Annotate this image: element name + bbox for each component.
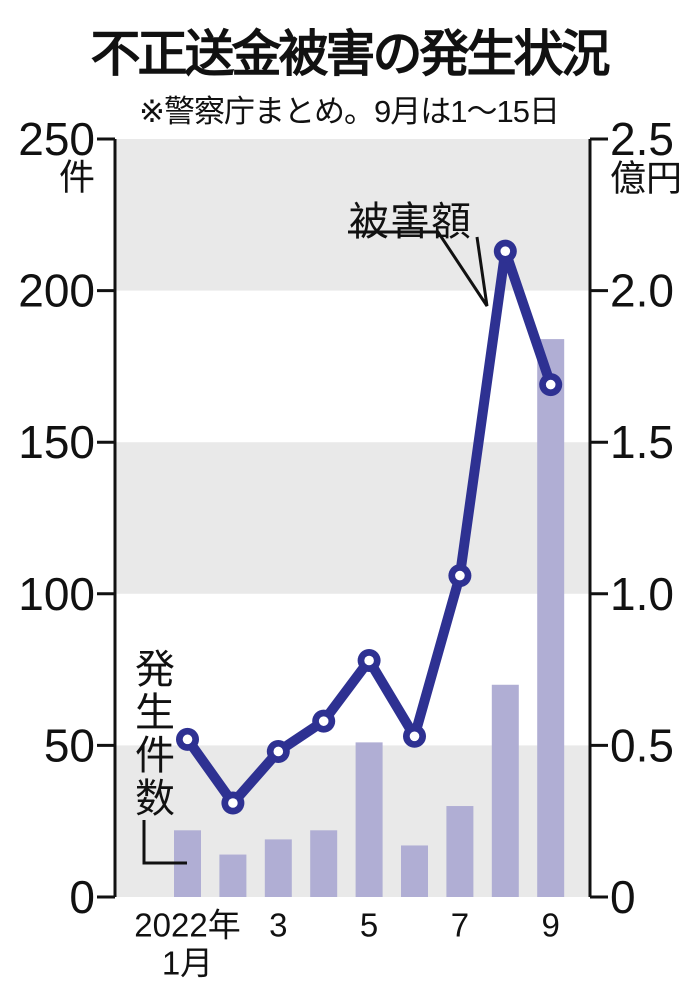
line-point-center — [182, 734, 193, 745]
bar-month-5 — [355, 742, 383, 897]
bar-month-7 — [446, 806, 474, 897]
case-count-pointer — [142, 820, 187, 865]
right-axis-tick-label: 1.5 — [610, 416, 674, 468]
right-axis-tick-label: 0.5 — [610, 719, 674, 771]
x-axis-label: 3 — [269, 907, 287, 944]
left-axis-tick-label: 50 — [44, 719, 95, 771]
line-point-center — [409, 731, 420, 742]
bar-month-6 — [401, 845, 428, 897]
right-axis-tick-label: 2.5 — [610, 113, 674, 165]
x-axis-label: 2022年 — [134, 907, 240, 944]
bar-month-9 — [537, 339, 565, 897]
chart-subtitle: ※警察庁まとめ。9月は1～15日 — [139, 94, 560, 129]
line-point-center — [273, 746, 284, 757]
right-axis-unit: 億円 — [610, 158, 682, 199]
damage-amount-label: 被害額 — [349, 200, 472, 244]
chart-title: 不正送金被害の発生状況 — [90, 26, 611, 82]
right-axis-tick-label: 2.0 — [610, 265, 674, 317]
bar-month-8 — [491, 684, 519, 897]
line-point-center — [455, 570, 465, 581]
left-axis-tick-label: 250 — [18, 113, 95, 165]
left-axis-tick-label: 0 — [69, 871, 95, 923]
grid-band — [115, 442, 590, 594]
left-axis-unit: 件 — [59, 157, 95, 198]
left-axis-tick-label: 150 — [18, 416, 95, 468]
right-axis-tick-label: 1.0 — [610, 568, 674, 620]
case-count-label: 発生件数 — [129, 648, 173, 820]
line-point-center — [364, 655, 374, 666]
damage-amount-pointer — [348, 230, 489, 307]
x-axis-label: 9 — [542, 907, 560, 944]
left-axis-tick-label: 200 — [18, 265, 95, 317]
bar-month-3 — [264, 839, 292, 897]
x-axis-label: 5 — [360, 907, 378, 944]
line-point-center — [545, 379, 556, 390]
line-point-center — [318, 716, 329, 726]
right-axis-tick-label: 0 — [610, 871, 636, 923]
left-axis-tick-label: 100 — [18, 568, 95, 620]
line-point-center — [228, 798, 238, 808]
line-point-center — [500, 246, 511, 256]
x-axis-sublabel: 1月 — [162, 945, 213, 982]
x-axis-label: 7 — [451, 907, 469, 944]
bar-month-2 — [219, 854, 247, 897]
bar-month-4 — [310, 830, 338, 897]
